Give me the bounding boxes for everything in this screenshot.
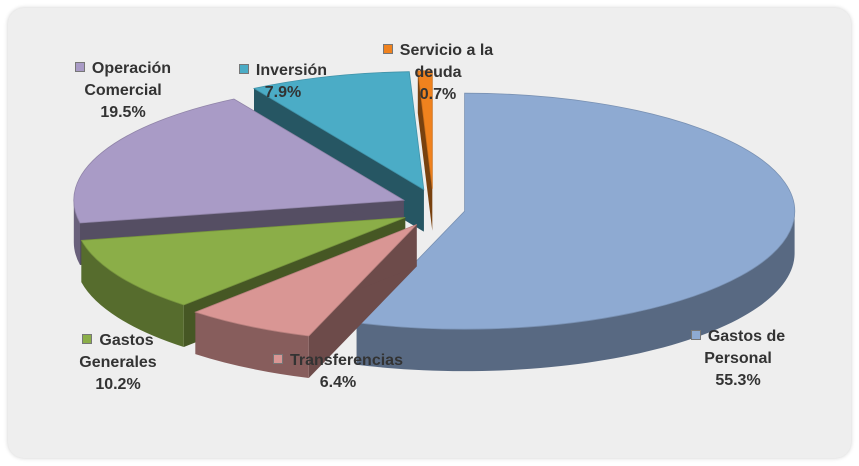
slice-label: Inversión 7.9%: [218, 60, 348, 104]
value-label: 6.4%: [319, 374, 357, 391]
category-text: Servicio a la deuda: [399, 42, 494, 81]
slice-wall: [73, 200, 80, 265]
slice-label: Gastos de Personal 55.3%: [668, 326, 808, 392]
legend-swatch: [273, 354, 284, 364]
value-label: 0.7%: [419, 86, 457, 103]
category-name: Gastos de Personal: [668, 326, 808, 370]
slice-label: Servicio a la deuda 0.7%: [368, 40, 508, 106]
value-label: 7.9%: [264, 84, 302, 101]
slice-label: Operación Comercial 19.5%: [48, 58, 198, 124]
legend-swatch: [74, 62, 85, 72]
pie-slice: [80, 217, 406, 306]
category-text: Gastos Generales: [79, 332, 157, 371]
category-text: Operación Comercial: [84, 60, 172, 99]
legend-swatch: [382, 44, 393, 54]
category-text: Gastos de Personal: [704, 328, 786, 367]
pie-chart: [73, 70, 796, 378]
chart-panel: Gastos de Personal 55.3% Transferencias 6.4…: [8, 8, 851, 458]
legend-swatch: [238, 64, 249, 74]
pie-slice: [252, 71, 425, 191]
value-label: 10.2%: [95, 376, 141, 393]
pie-slice: [194, 224, 417, 337]
legend-swatch: [82, 334, 93, 344]
category-name: Servicio a la deuda: [368, 40, 508, 84]
category-name: Inversión: [218, 60, 348, 82]
pie-slice: [355, 92, 796, 330]
value-label: 19.5%: [100, 104, 146, 121]
slice-side: [417, 70, 433, 231]
pie-slice: [73, 98, 406, 224]
category-name: Gastos Generales: [48, 330, 188, 374]
category-name: Operación Comercial: [48, 58, 198, 102]
category-text: Transferencias: [290, 352, 403, 369]
legend-swatch: [690, 330, 701, 340]
pie-slice: [417, 70, 433, 189]
category-text: Inversión: [255, 62, 328, 79]
slice-label: Transferencias 6.4%: [248, 350, 428, 394]
slice-label: Gastos Generales 10.2%: [48, 330, 188, 396]
slice-wall: [356, 211, 795, 372]
value-label: 55.3%: [715, 372, 761, 389]
slice-wall: [81, 240, 184, 347]
category-name: Transferencias: [248, 350, 428, 372]
